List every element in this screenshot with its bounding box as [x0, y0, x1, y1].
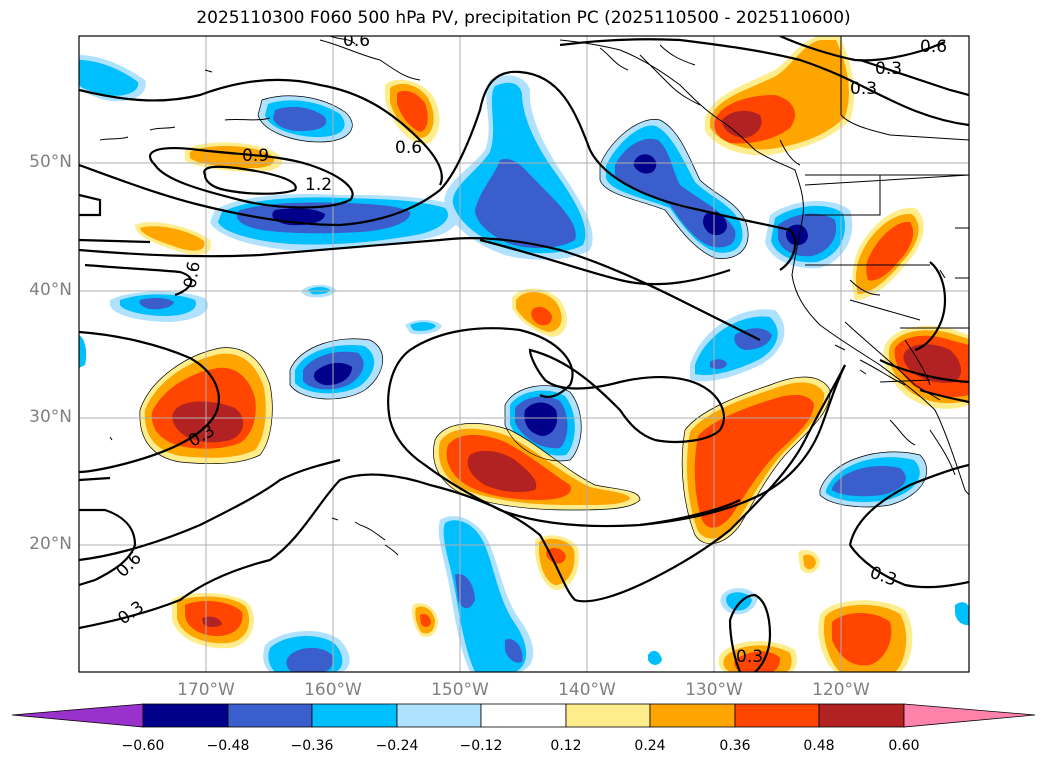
plot-frame: [78, 35, 970, 673]
lon-label: 160°W: [304, 680, 362, 700]
colorbar-tick-label: −0.36: [290, 738, 334, 754]
colorbar-extend-max: [903, 703, 1036, 728]
contour-label: 0.3: [875, 59, 902, 79]
colorbar-tick-label: 0.24: [634, 738, 666, 754]
colorbar-tick-label: −0.60: [121, 738, 165, 754]
contour-label: 0.9: [242, 146, 269, 166]
contour-label: 0.3: [850, 79, 877, 99]
lat-label: 50°N: [29, 152, 72, 172]
pv-contours: [79, 36, 969, 672]
lon-label: 130°W: [685, 680, 743, 700]
contour-label: 0.6: [343, 31, 370, 51]
plot-area: 0.6 0.6 0.9 1.2 0.6 0.6 0.3 0.3 0.3 0.6 …: [79, 31, 969, 672]
contour-label: 1.2: [305, 175, 332, 195]
colorbar-tick-label: 0.12: [550, 738, 582, 754]
lat-label: 30°N: [29, 407, 72, 427]
colorbar-tick-label: 0.60: [888, 738, 920, 754]
colorbar-tick-label: −0.48: [206, 738, 250, 754]
lon-label: 150°W: [431, 680, 489, 700]
shading-outlines: [139, 95, 928, 545]
contour-label: 0.3: [736, 647, 763, 667]
lat-label: 20°N: [29, 534, 72, 554]
contour-label: 0.6: [180, 260, 204, 290]
coastlines: [99, 36, 969, 556]
contour-label: 0.3: [867, 563, 899, 591]
positive-pc-regions: [135, 36, 969, 672]
colorbar-tick-label: 0.36: [719, 738, 751, 754]
colorbar: [11, 703, 1036, 728]
map-title: 2025110300 F060 500 hPa PV, precipitatio…: [196, 8, 851, 28]
contour-label: 0.6: [395, 138, 422, 158]
contour-label: 0.3: [114, 597, 148, 629]
lon-label: 140°W: [558, 680, 616, 700]
colorbar-tick-label: −0.12: [459, 738, 503, 754]
lat-label: 40°N: [29, 280, 72, 300]
colorbar-tick-label: 0.48: [803, 738, 835, 754]
lon-label: 170°W: [177, 680, 235, 700]
lon-label: 120°W: [812, 680, 870, 700]
colorbar-tick-label: −0.24: [375, 738, 419, 754]
colorbar-extend-min: [11, 703, 144, 728]
contour-label: 0.6: [920, 37, 947, 57]
